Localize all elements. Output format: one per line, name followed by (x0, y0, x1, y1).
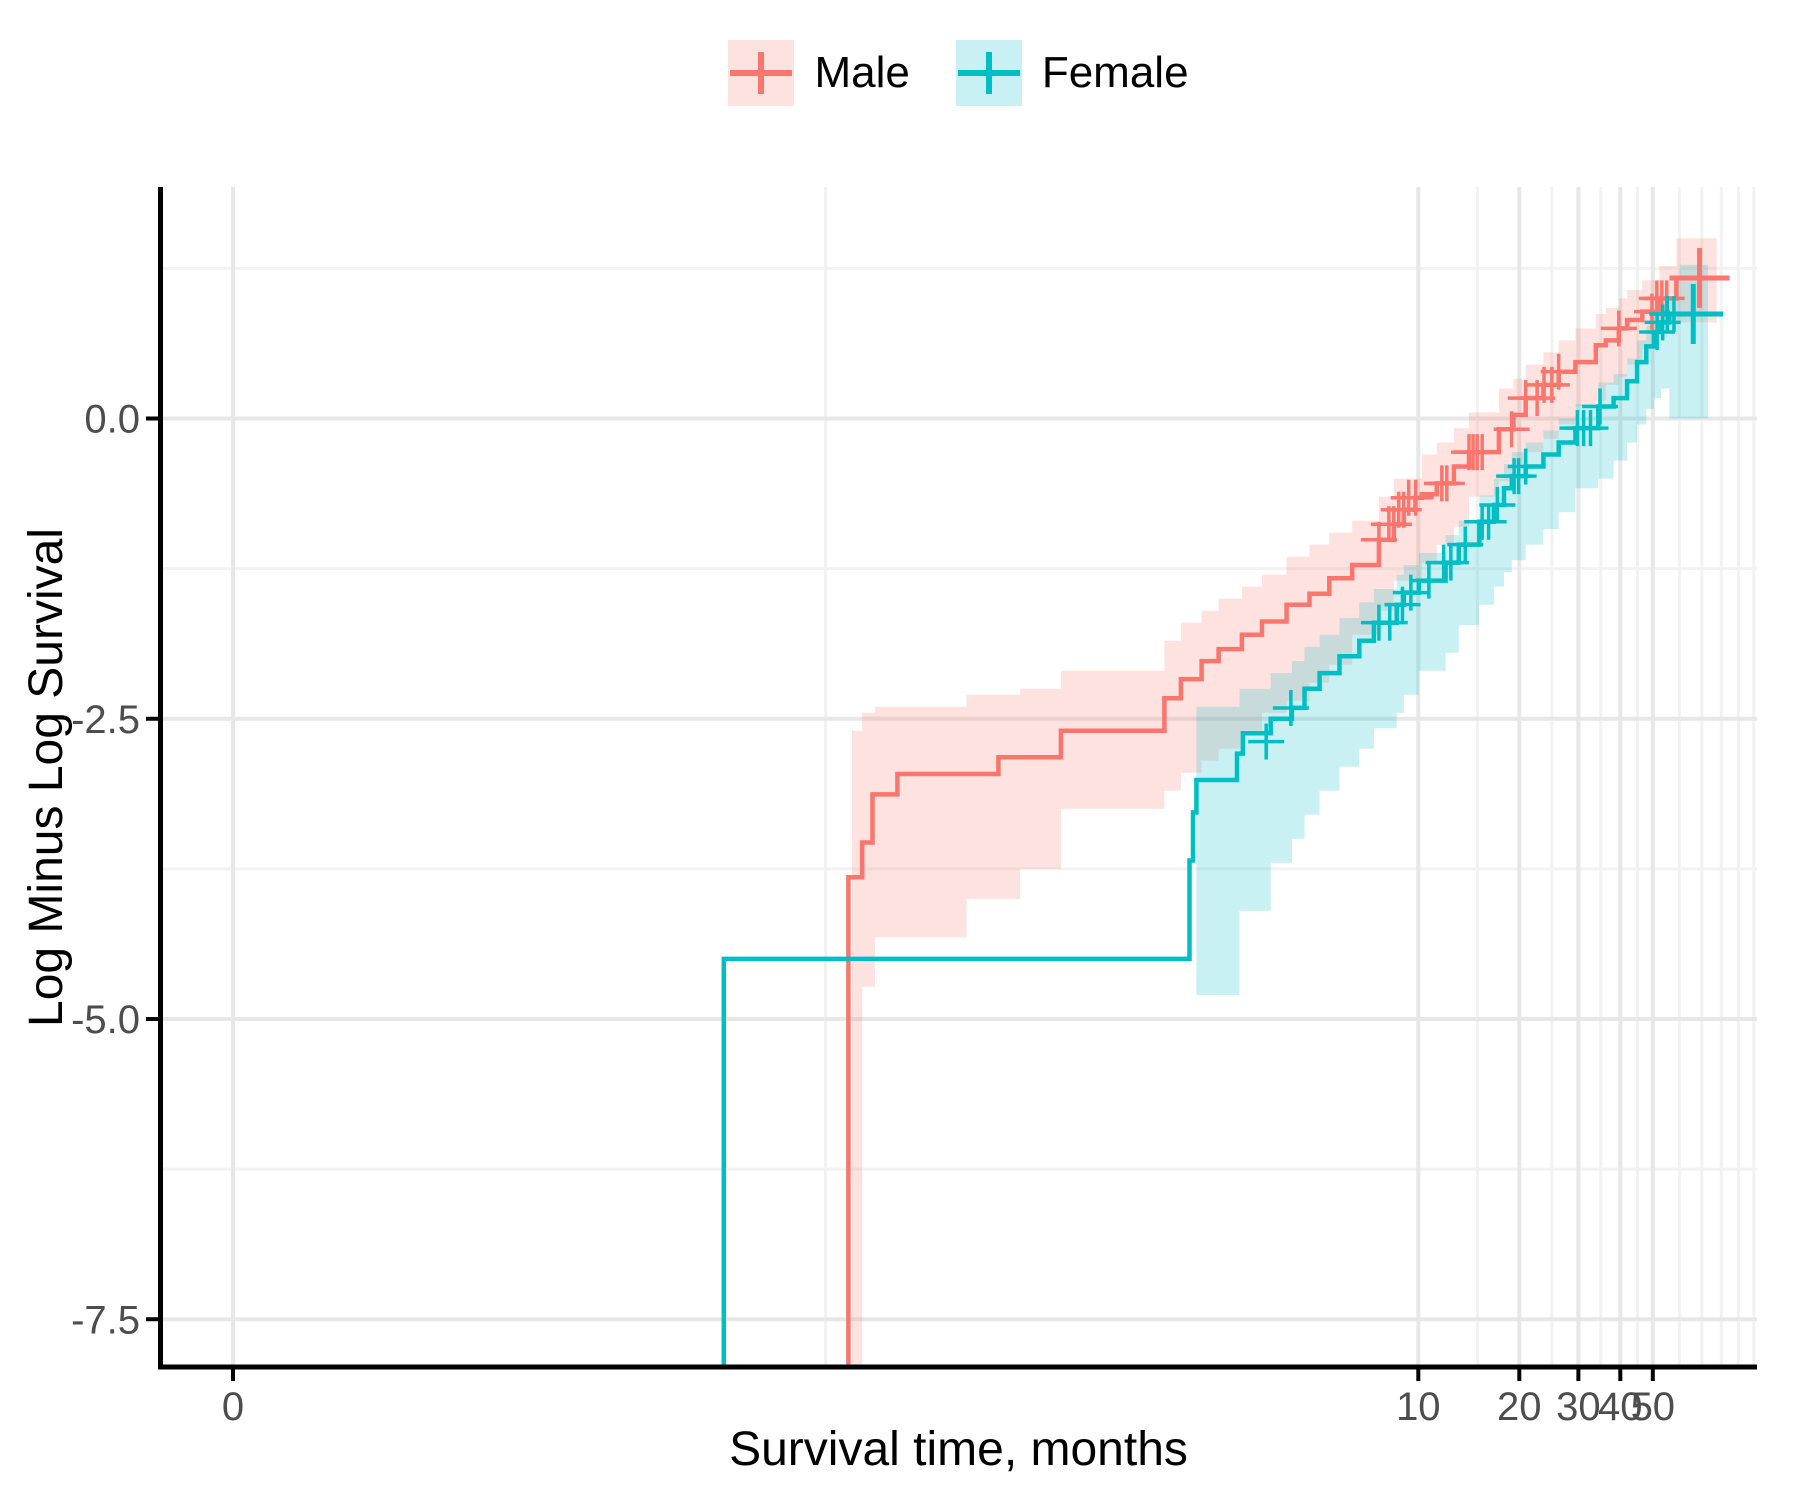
legend: Male Female (160, 40, 1757, 106)
x-tick-label: 40 (1598, 1385, 1643, 1429)
legend-item-female[interactable]: Female (955, 40, 1189, 106)
y-tick-label: -5.0 (71, 998, 140, 1042)
ribbon-male (852, 238, 1717, 1367)
x-tick-label: 10 (1396, 1385, 1441, 1429)
legend-item-male[interactable]: Male (728, 40, 910, 106)
legend-label-male: Male (814, 48, 910, 97)
legend-label-female: Female (1041, 48, 1189, 97)
y-tick-label: -7.5 (71, 1298, 140, 1342)
y-tick-label: -2.5 (71, 698, 140, 742)
x-axis-title: Survival time, months (729, 1423, 1188, 1476)
y-tick-label: 0.0 (84, 398, 140, 442)
x-tick-label: 50 (1631, 1385, 1676, 1429)
ribbon-female (1196, 264, 1708, 1260)
y-axis-title: Log Minus Log Survival (19, 527, 73, 1027)
x-tick-label: 0 (222, 1385, 244, 1429)
female-censor-plus-icon (955, 40, 1022, 106)
x-tick-label: 20 (1497, 1385, 1542, 1429)
male-censor-plus-icon (728, 40, 795, 106)
x-tick-label: 30 (1556, 1385, 1601, 1429)
